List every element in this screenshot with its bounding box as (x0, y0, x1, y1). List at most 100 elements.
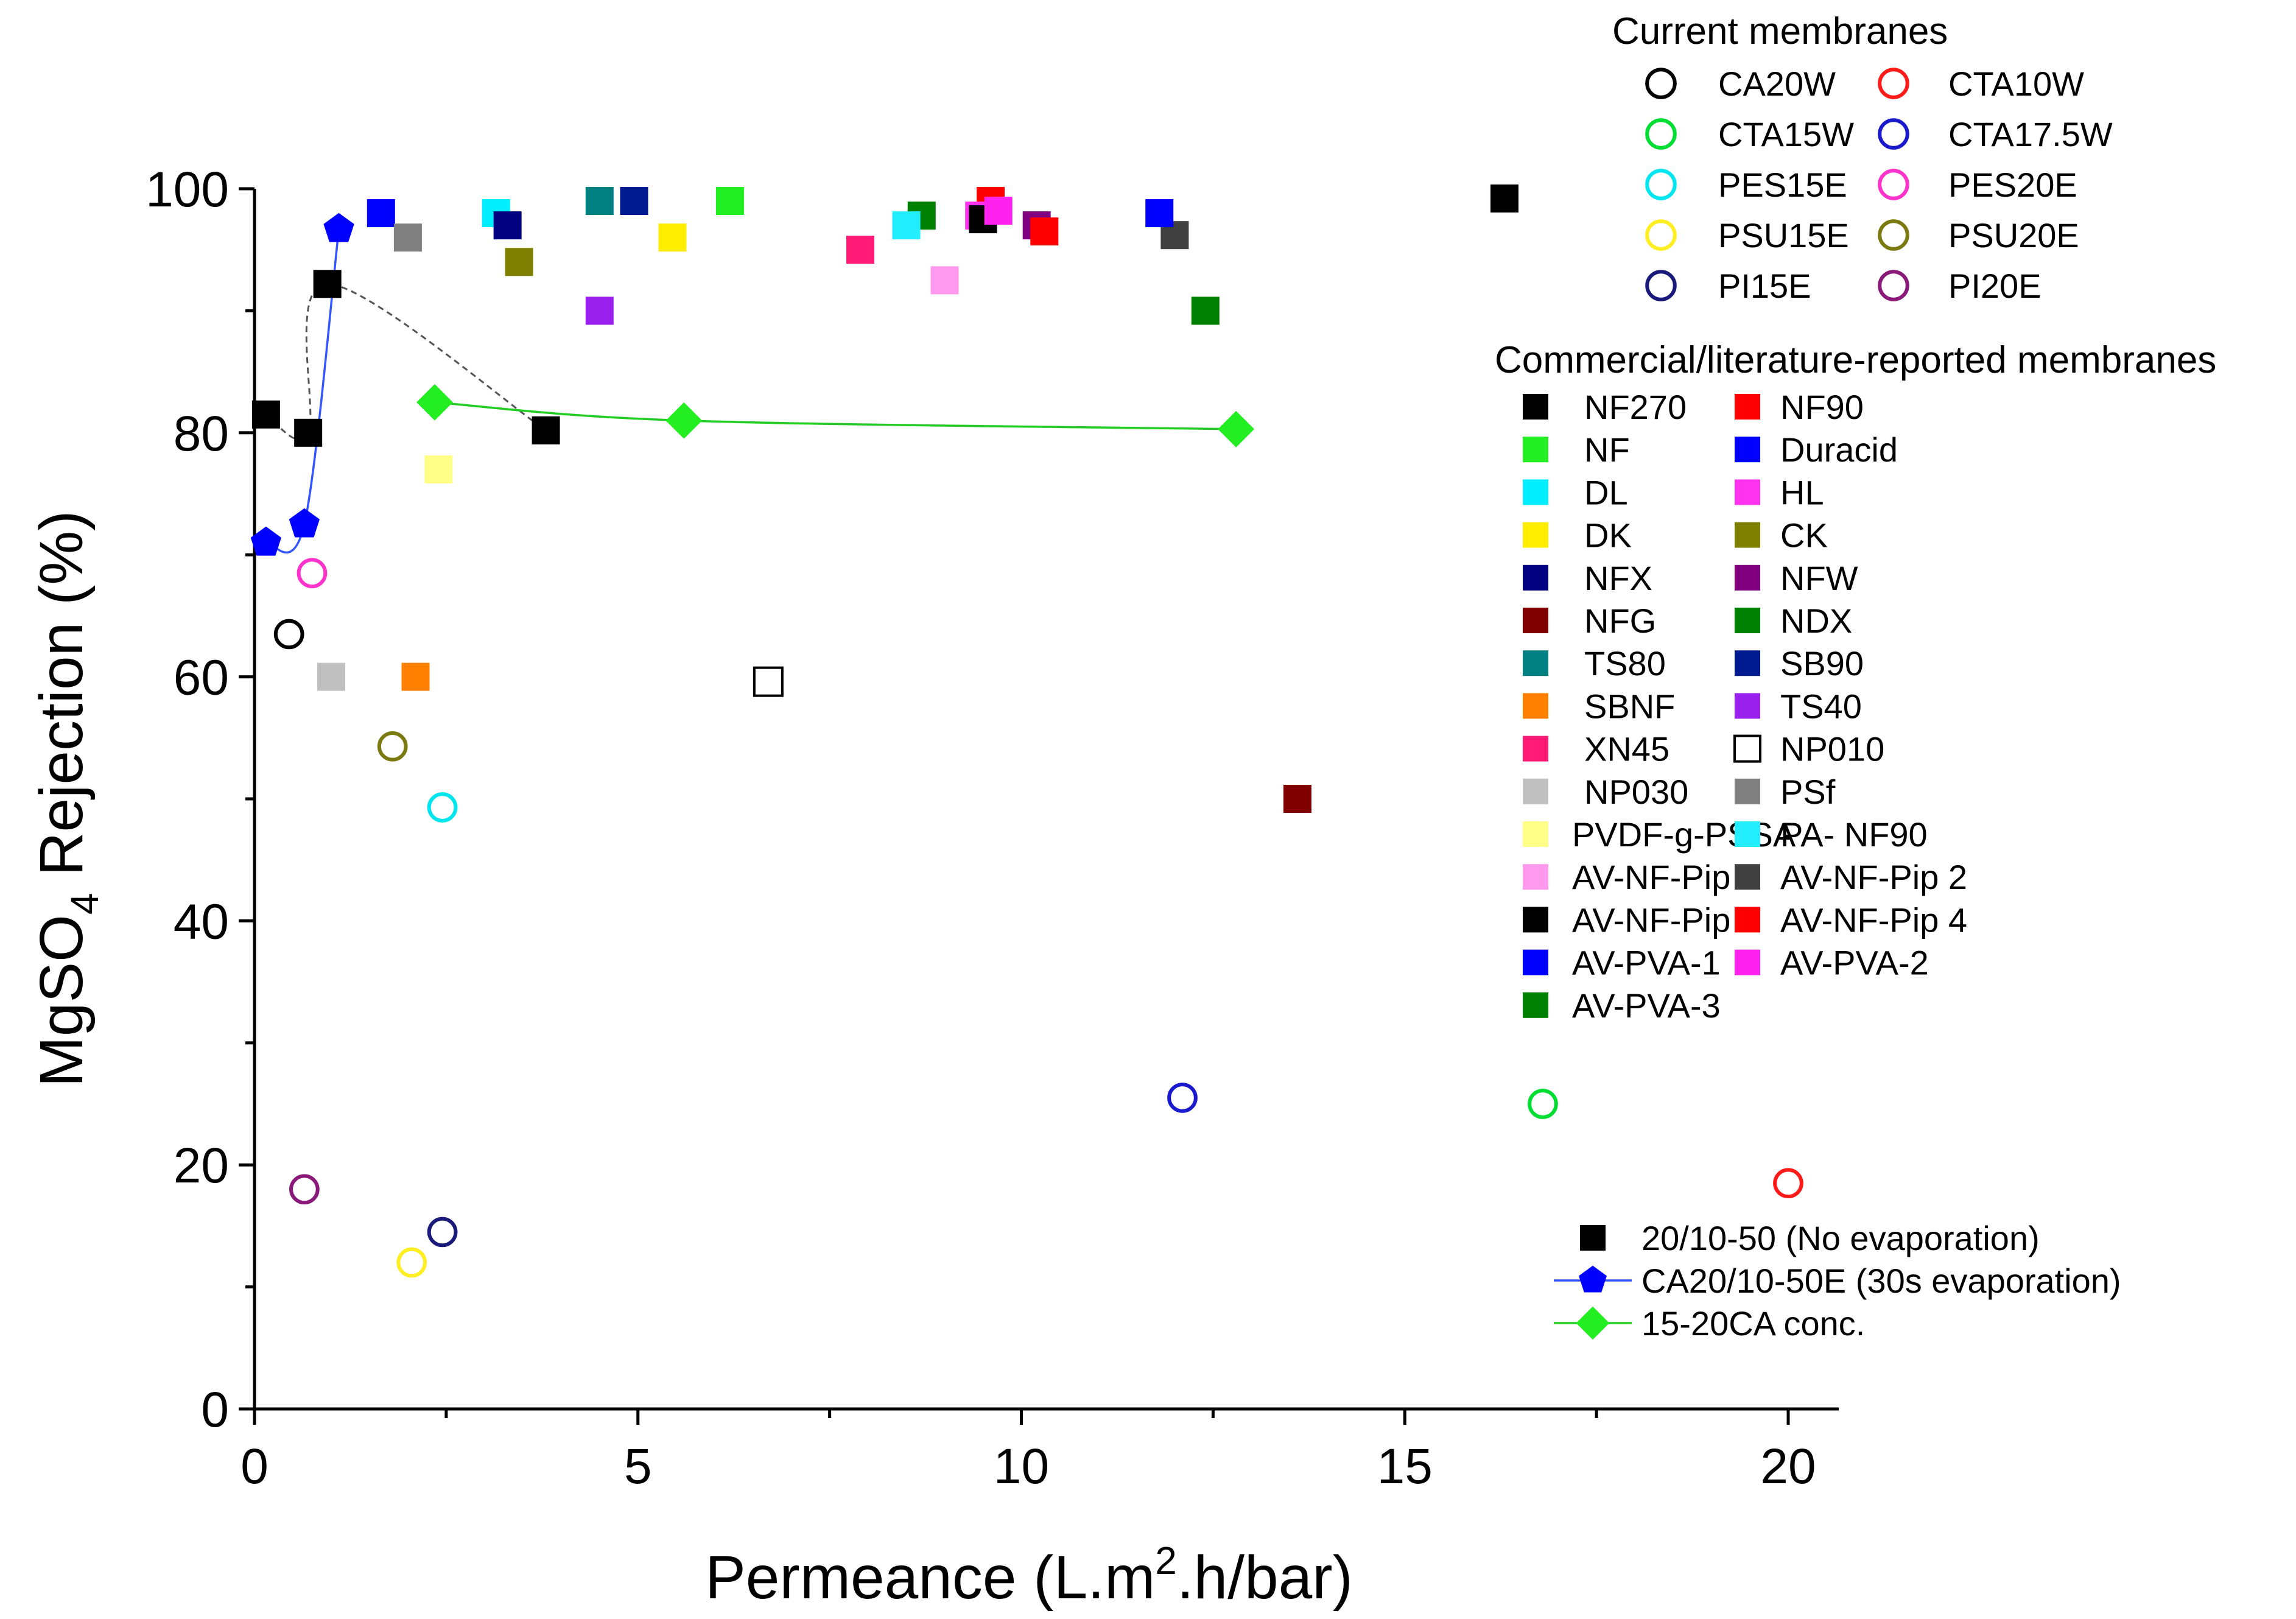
legend-label-nfx: NFX (1584, 559, 1652, 597)
point-pi20e (289, 1174, 320, 1205)
legend-label-nf: NF (1584, 430, 1630, 469)
legend-label-duracid: Duracid (1780, 430, 1898, 469)
legend-marker-nfg (1523, 608, 1548, 633)
legend-marker-xn45 (1523, 736, 1548, 762)
point-pvdf-g-pssa (424, 455, 453, 483)
legend-label-nf270: NF270 (1584, 388, 1687, 426)
legend-label-pi20e: PI20E (1948, 267, 2041, 305)
legend-label-hl: HL (1780, 473, 1824, 511)
legend-label-av-pva-2: AV-PVA-2 (1780, 944, 1929, 982)
point-nf (715, 187, 744, 216)
legend-label-pes15e: PES15E (1718, 166, 1847, 204)
legend-marker-dl (1523, 479, 1548, 505)
tick-marks: 0 5 10 15 20 0 20 40 60 80 100 (146, 162, 1816, 1494)
legend-marker-20-10-50-no-evaporation (1580, 1225, 1606, 1251)
point-pes15e (427, 792, 458, 823)
point-dk (658, 223, 687, 252)
point-ca20w (273, 619, 304, 650)
point-nfg (1283, 785, 1311, 813)
legend-title-literature: Commercial/literature-reported membranes (1495, 339, 2216, 381)
legend-label-ck: CK (1780, 516, 1828, 555)
legend-label-ts80: TS80 (1584, 644, 1666, 683)
point-av-nf-pip-1 (930, 266, 959, 295)
legend-label-xn45: XN45 (1584, 730, 1669, 768)
point-ca20-10-50e-30s-evaporation (289, 508, 320, 538)
legend-title-current: Current membranes (1612, 10, 1948, 52)
point-pa-nf90 (892, 211, 921, 240)
legend-marker-sb90 (1735, 650, 1760, 676)
legend-label-cta17-5w: CTA17.5W (1948, 115, 2113, 153)
data-points (250, 184, 1803, 1278)
point-ca20-10-50e-30s-evaporation (250, 526, 281, 556)
point-psu20e (377, 731, 408, 762)
legend-marker-pi15e (1645, 270, 1677, 301)
point-pes20e (297, 558, 328, 589)
legend-label-sbnf: SBNF (1584, 687, 1675, 725)
legend-marker-nf90 (1735, 394, 1760, 420)
point-np010 (753, 666, 784, 697)
legend-label-pi15e: PI15E (1718, 267, 1811, 305)
legend-label-ts40: TS40 (1780, 687, 1862, 725)
y-axis-title: MgSO4 Rejection (%) (27, 511, 107, 1087)
legend-marker-ts80 (1523, 650, 1548, 676)
y-tick-label-40: 40 (174, 894, 229, 949)
legend-marker-ndx (1735, 608, 1760, 633)
legend-label-av-nf-pip-1: AV-NF-Pip 1 (1572, 858, 1759, 896)
legend-marker-duracid (1735, 437, 1760, 463)
legend-marker-cta15w (1645, 118, 1677, 150)
legend-marker-np030 (1523, 778, 1548, 804)
legend-line-series: 20/10-50 (No evaporation) CA20/10-50E (30… (1554, 1219, 2121, 1343)
legend-marker-psf (1735, 778, 1760, 804)
y-tick-label-20: 20 (174, 1138, 229, 1193)
point-duracid (367, 199, 395, 228)
series-line-15-20ca-conc (434, 401, 1237, 430)
legend-marker-psu20e (1878, 219, 1909, 251)
series-line-20-10-50-no-evaporation (265, 283, 547, 441)
legend-marker-nfx (1523, 564, 1548, 591)
point-ts40 (585, 297, 614, 325)
point-15-20ca-conc (665, 402, 703, 439)
point-av-nf-pip-4 (1030, 217, 1059, 246)
legend-literature-membranes: Commercial/literature-reported membranes… (1495, 339, 2216, 1025)
legend-marker-nf270 (1523, 394, 1548, 420)
legend-label-pa-nf90: PA- NF90 (1780, 815, 1928, 854)
point-ck (505, 248, 533, 276)
legend-label-av-nf-pip-3: AV-NF-Pip 3 (1572, 901, 1759, 939)
point-av-pva-2 (984, 197, 1013, 225)
legend-marker-pvdf-g-pssa (1523, 821, 1548, 847)
point-ca20-10-50e-30s-evaporation (323, 212, 354, 242)
legend-marker-av-nf-pip-4 (1735, 907, 1760, 933)
point-nfx (493, 211, 522, 240)
y-tick-label-100: 100 (146, 162, 229, 217)
legend-label-pvdf-g-pssa: PVDF-g-PSSA (1572, 815, 1796, 854)
legend-label-nfg: NFG (1584, 602, 1656, 640)
point-cta10w (1773, 1168, 1803, 1199)
legend-label-cta15w: CTA15W (1718, 115, 1854, 153)
point-20-10-50-no-evaporation (251, 400, 280, 429)
legend-label-ndx: NDX (1780, 602, 1852, 640)
legend-marker-av-nf-pip-1 (1523, 864, 1548, 890)
legend-label-av-nf-pip-4: AV-NF-Pip 4 (1780, 901, 1967, 939)
point-15-20ca-conc (1218, 410, 1255, 448)
legend-label-np010: NP010 (1780, 730, 1884, 768)
point-ts80 (585, 187, 614, 216)
legend-marker-pi20e (1878, 270, 1909, 301)
legend-marker-cta17-5w (1878, 118, 1909, 150)
legend-label-sb90: SB90 (1780, 644, 1864, 683)
legend-marker-av-nf-pip-3 (1523, 907, 1548, 933)
point-np030 (317, 662, 345, 691)
point-sb90 (620, 187, 648, 216)
legend-marker-nfw (1735, 564, 1760, 591)
legend-marker-pes15e (1645, 169, 1677, 200)
legend-label-av-pva-1: AV-PVA-1 (1572, 944, 1721, 982)
x-tick-label-0: 0 (240, 1439, 269, 1494)
legend-marker-sbnf (1523, 693, 1548, 719)
legend-marker-ca20w (1645, 68, 1677, 99)
legend-marker-pes20e (1878, 169, 1909, 200)
point-20-10-50-no-evaporation (294, 418, 323, 447)
point-psu15e (396, 1247, 427, 1278)
x-tick-label-15: 15 (1377, 1439, 1433, 1494)
legend-current-membranes: Current membranes CA20W CTA10W CTA15W CTA17… (1612, 10, 2113, 305)
legend-label-nfw: NFW (1780, 559, 1858, 597)
